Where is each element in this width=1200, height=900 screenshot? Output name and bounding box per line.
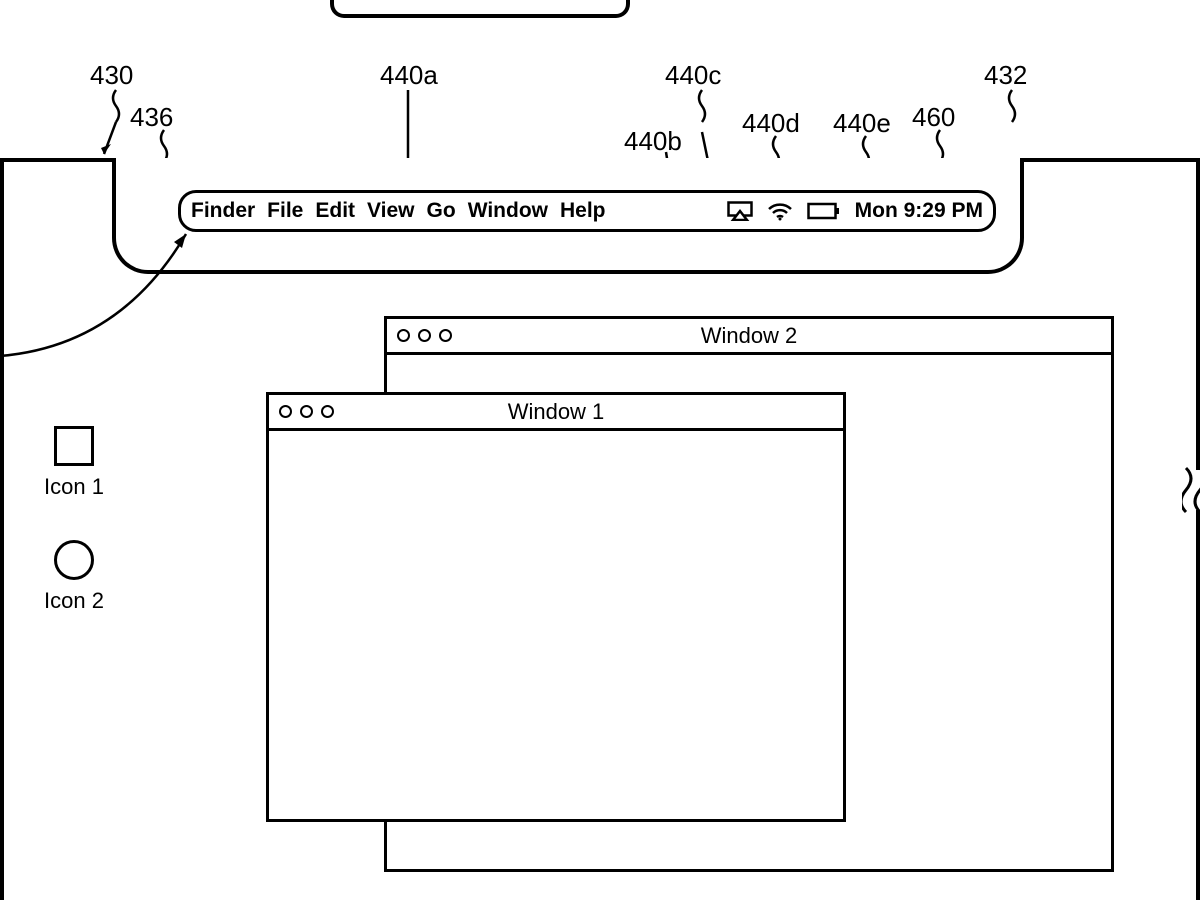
status-area: Mon 9:29 PM	[727, 199, 983, 223]
leader-432	[1000, 88, 1024, 132]
close-icon[interactable]	[279, 405, 292, 418]
desktop-icon-1[interactable]: Icon 1	[44, 426, 104, 500]
airplay-icon[interactable]	[727, 201, 753, 221]
wifi-icon[interactable]	[767, 201, 793, 221]
menu-help[interactable]: Help	[560, 199, 606, 223]
menu-edit[interactable]: Edit	[315, 199, 355, 223]
menu-bar: Finder File Edit View Go Window Help	[178, 190, 996, 232]
clock[interactable]: Mon 9:29 PM	[855, 199, 983, 223]
ref-430: 430	[90, 60, 133, 91]
leader-440c	[690, 88, 714, 132]
window-1-traffic-lights	[269, 405, 334, 418]
window-2-title: Window 2	[387, 323, 1111, 349]
menu-items: Finder File Edit View Go Window Help	[191, 199, 606, 223]
edge-break-1	[1182, 460, 1200, 520]
close-icon[interactable]	[397, 329, 410, 342]
minimize-icon[interactable]	[418, 329, 431, 342]
menu-window[interactable]: Window	[468, 199, 548, 223]
square-icon	[54, 426, 94, 466]
patent-figure: 430 436 440a 440b 440c 440d 440e 460 432	[0, 0, 1200, 900]
menu-view[interactable]: View	[367, 199, 414, 223]
circle-icon	[54, 540, 94, 580]
window-1[interactable]: Window 1	[266, 392, 846, 822]
window-2-traffic-lights	[387, 329, 452, 342]
icon1-label: Icon 1	[44, 474, 104, 500]
leader-440a-line	[398, 88, 418, 164]
menu-go[interactable]: Go	[427, 199, 456, 223]
battery-icon[interactable]	[807, 202, 841, 220]
icon2-label: Icon 2	[44, 588, 104, 614]
menu-file[interactable]: File	[267, 199, 303, 223]
desktop-icon-2[interactable]: Icon 2	[44, 540, 104, 614]
leader-430	[98, 88, 138, 168]
ref-432: 432	[984, 60, 1027, 91]
ref-440c: 440c	[665, 60, 721, 91]
zoom-icon[interactable]	[439, 329, 452, 342]
ref-440a: 440a	[380, 60, 438, 91]
window-1-titlebar[interactable]: Window 1	[269, 395, 843, 431]
arrow-to-menubar	[0, 226, 200, 366]
top-fragment	[330, 0, 630, 18]
frame-top-right	[1024, 158, 1200, 162]
window-2-titlebar[interactable]: Window 2	[387, 319, 1111, 355]
menu-finder[interactable]: Finder	[191, 199, 255, 223]
frame-right	[1196, 158, 1200, 900]
window-1-title: Window 1	[269, 399, 843, 425]
minimize-icon[interactable]	[300, 405, 313, 418]
zoom-icon[interactable]	[321, 405, 334, 418]
frame-top-left	[0, 158, 112, 162]
